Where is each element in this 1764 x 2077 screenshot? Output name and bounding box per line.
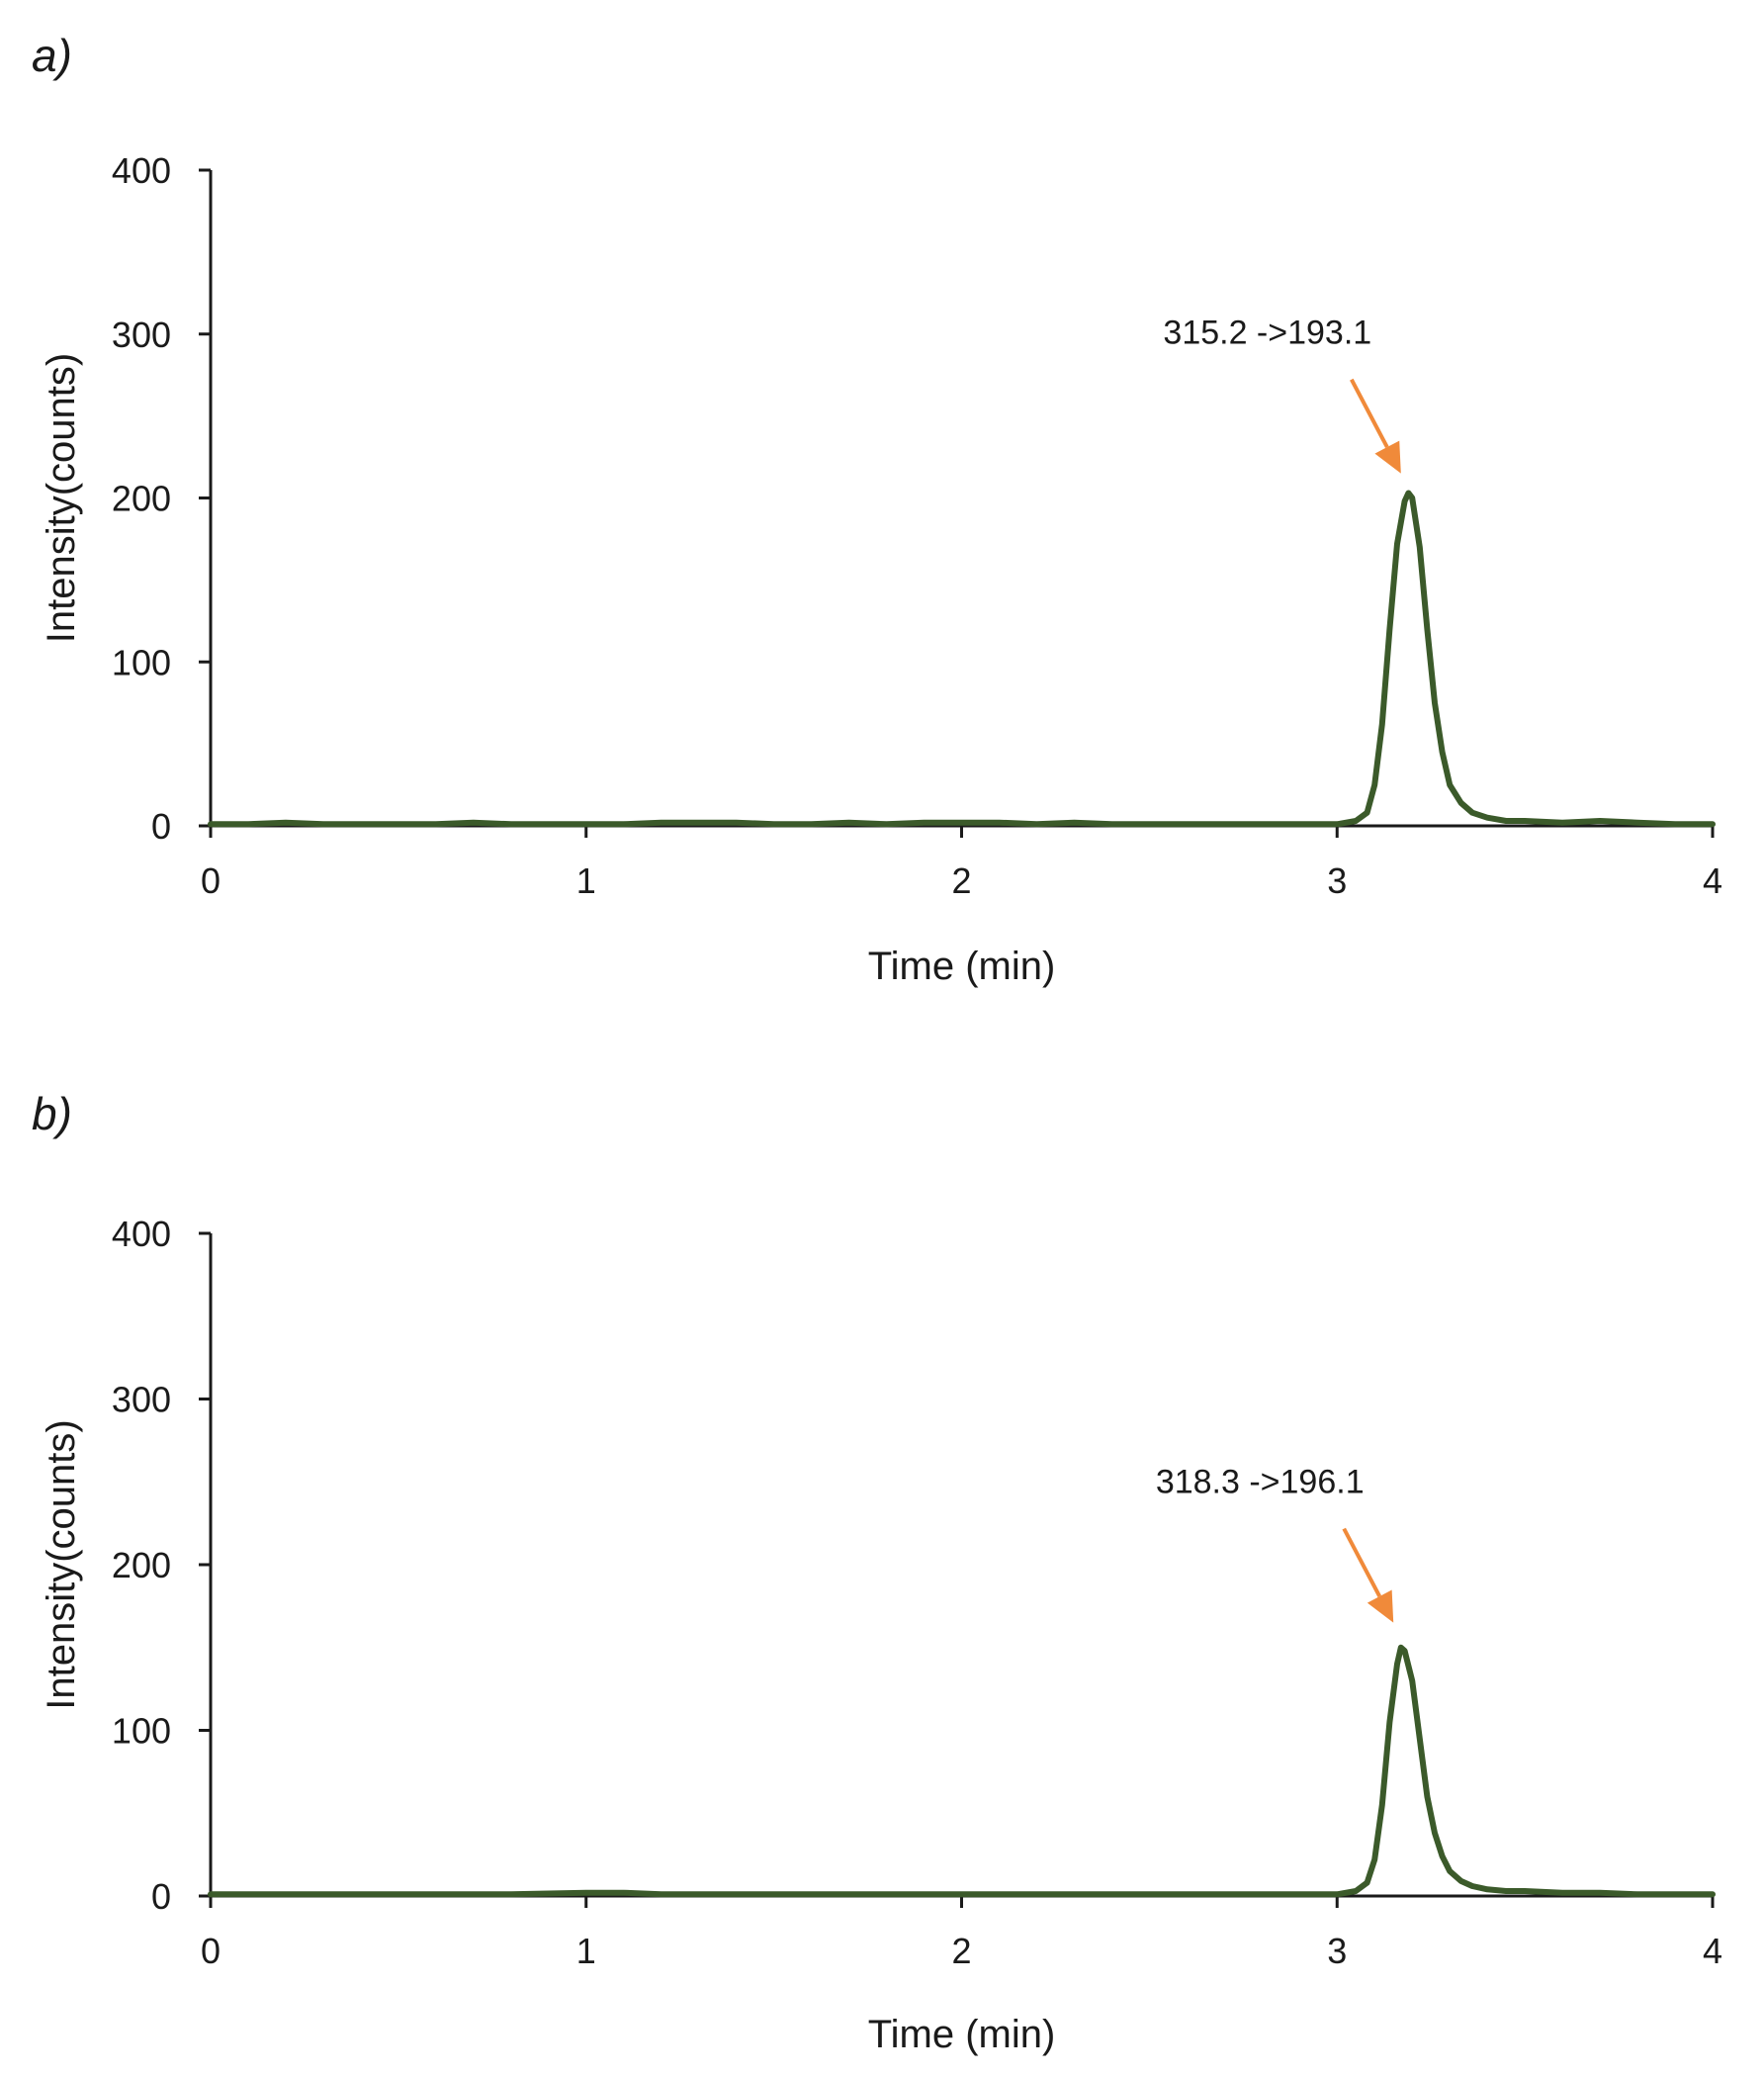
x-tick-label: 4 <box>1703 1931 1722 1971</box>
panel-b: b) 0 100 200 300 400 0 1 2 3 4 Time (min) Intensity(… <box>32 1088 1722 2056</box>
y-tick-label: 100 <box>112 642 171 682</box>
x-tick-label: 0 <box>201 1931 220 1971</box>
annotation-arrow-head <box>1374 440 1401 474</box>
annotation-arrow-head <box>1367 1589 1394 1623</box>
x-tick-label: 3 <box>1327 860 1347 901</box>
x-tick-label: 2 <box>951 1931 971 1971</box>
x-tick-label: 2 <box>951 860 971 901</box>
x-tick-label: 3 <box>1327 1931 1347 1971</box>
peak-annotation-label: 315.2 ->193.1 <box>1163 315 1371 352</box>
chromatogram-trace <box>208 490 1716 828</box>
y-tick-label: 400 <box>112 1214 171 1254</box>
x-axis-title: Time (min) <box>868 945 1056 988</box>
y-tick-label: 400 <box>112 150 171 191</box>
x-tick-label: 1 <box>576 1931 596 1971</box>
y-tick-label: 300 <box>112 1380 171 1420</box>
annotation-arrow-shaft <box>1350 378 1389 449</box>
panel-label: b) <box>32 1088 72 1139</box>
x-tick-label: 0 <box>201 860 220 901</box>
panel-a: a) 0 100 200 300 400 0 1 2 3 4 Time (min) Intensity(… <box>32 30 1722 988</box>
panel-label: a) <box>32 30 72 81</box>
y-tick-label: 0 <box>151 1876 171 1917</box>
peak-annotation-label: 318.3 ->196.1 <box>1156 1464 1365 1501</box>
y-axis-title: Intensity(counts) <box>40 1419 83 1709</box>
annotation-arrow-shaft <box>1342 1527 1382 1598</box>
x-tick-label: 1 <box>576 860 596 901</box>
y-tick-label: 300 <box>112 315 171 355</box>
y-tick-label: 100 <box>112 1711 171 1752</box>
x-tick-label: 4 <box>1703 860 1722 901</box>
x-axis-title: Time (min) <box>868 2013 1056 2056</box>
y-tick-label: 0 <box>151 806 171 847</box>
y-tick-label: 200 <box>112 479 171 519</box>
chromatogram-trace <box>208 1644 1716 1898</box>
y-axis-title: Intensity(counts) <box>40 353 83 643</box>
y-tick-label: 200 <box>112 1545 171 1585</box>
